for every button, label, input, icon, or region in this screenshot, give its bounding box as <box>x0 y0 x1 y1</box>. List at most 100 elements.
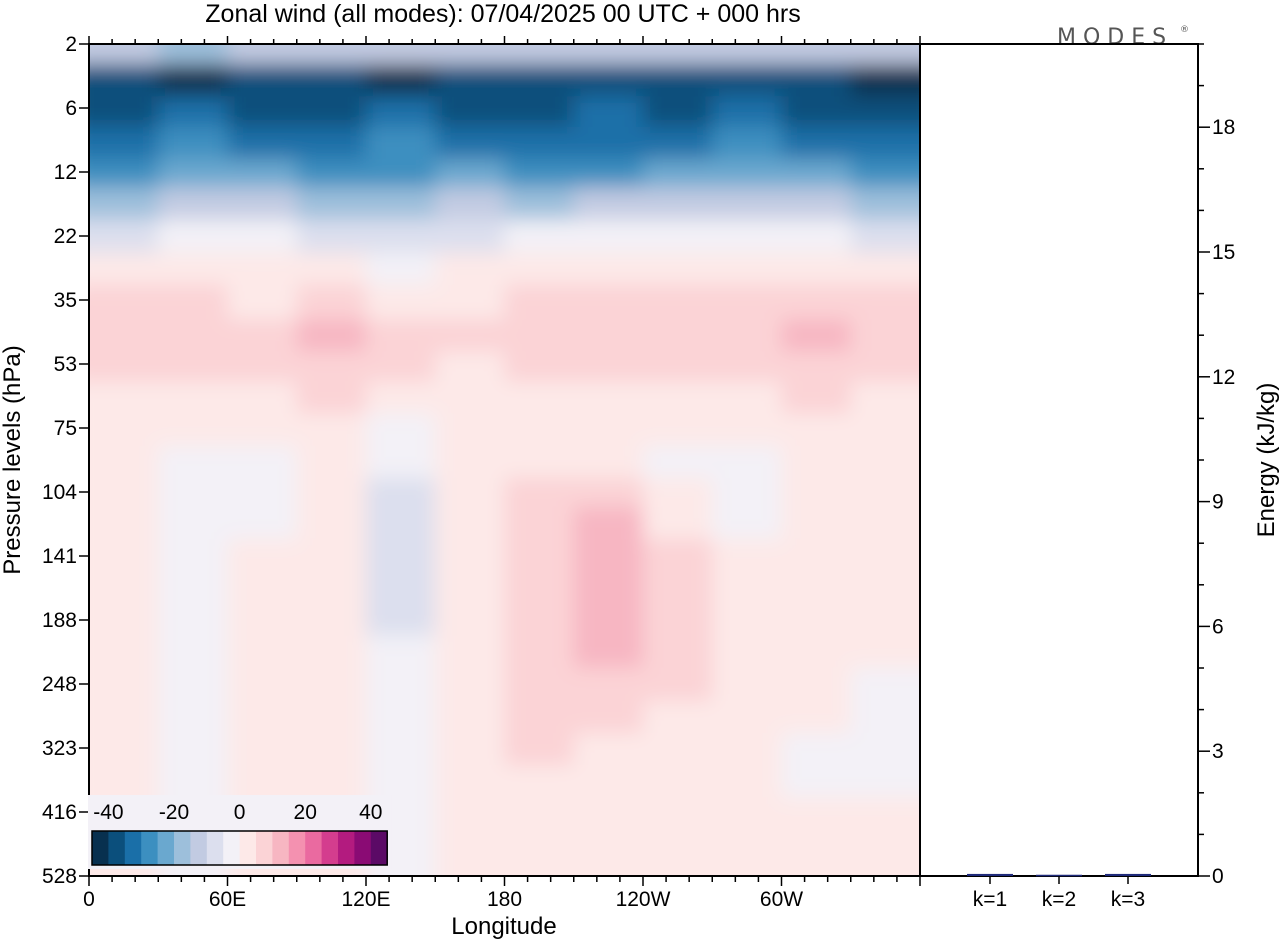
colorbar-swatch <box>206 831 224 865</box>
heatmap-cell <box>89 96 160 128</box>
y-tick-label: 22 <box>54 225 77 248</box>
heatmap-cell <box>158 667 229 702</box>
heatmap-cell <box>573 539 644 572</box>
heatmap-cell <box>366 477 437 509</box>
heatmap-cell <box>643 667 714 702</box>
heatmap-cell <box>89 413 160 447</box>
heatmap-cell <box>850 635 920 669</box>
heatmap-cell <box>850 602 920 637</box>
heatmap-cell <box>504 64 575 98</box>
heatmap-cell <box>850 732 920 767</box>
energy-bar <box>967 873 1013 876</box>
colorbar-swatch <box>157 831 175 865</box>
heatmap-field <box>89 44 920 876</box>
heatmap-cell <box>850 413 920 447</box>
heatmap-cell <box>712 765 783 799</box>
heatmap-cell <box>89 570 160 604</box>
heatmap-cell <box>296 126 367 160</box>
heatmap-cell <box>504 219 575 254</box>
heatmap-cell <box>504 477 575 509</box>
heatmap-cell <box>504 732 575 767</box>
heatmap-cell <box>296 413 367 447</box>
bar-frame <box>919 43 1199 877</box>
colorbar-swatch <box>141 831 159 865</box>
heatmap-cell <box>781 539 852 572</box>
heatmap-cell <box>366 700 437 734</box>
heatmap-cell <box>227 413 298 447</box>
heatmap-cell <box>573 64 644 98</box>
energy-tick-label: 18 <box>1212 116 1235 139</box>
heatmap-cell <box>227 602 298 637</box>
heatmap-cell <box>158 158 229 189</box>
heatmap-cell <box>227 96 298 128</box>
heatmap-cell <box>643 860 714 876</box>
heatmap-cell <box>435 44 506 66</box>
heatmap-cell <box>573 96 644 128</box>
heatmap-cell <box>643 187 714 221</box>
heatmap-cell <box>643 44 714 66</box>
heatmap-cell <box>504 445 575 479</box>
energy-category-label: k=2 <box>1042 888 1076 911</box>
heatmap-cell <box>643 381 714 415</box>
heatmap-cell <box>850 539 920 572</box>
y-tick-label: 141 <box>42 545 77 568</box>
heatmap-cell <box>296 507 367 541</box>
heatmap-cell <box>504 413 575 447</box>
heatmap-cell <box>435 477 506 509</box>
heatmap-cell <box>504 700 575 734</box>
heatmap-cell <box>573 351 644 383</box>
heatmap-cell <box>435 765 506 799</box>
heatmap-cell <box>435 252 506 286</box>
heatmap-cell <box>781 860 852 876</box>
heatmap-cell <box>296 667 367 702</box>
heatmap-cell <box>850 860 920 876</box>
x-axis-label: Longitude <box>451 913 556 940</box>
heatmap-panel <box>88 43 921 877</box>
heatmap-cell <box>712 797 783 830</box>
y-axis-label: Pressure levels (hPa) <box>0 345 26 574</box>
heatmap-cell <box>573 187 644 221</box>
heatmap-cell <box>89 351 160 383</box>
heatmap-cell <box>781 219 852 254</box>
heatmap-cell <box>781 635 852 669</box>
heatmap-cell <box>643 732 714 767</box>
heatmap-cell <box>712 732 783 767</box>
heatmap-cell <box>158 413 229 447</box>
heatmap-cell <box>435 570 506 604</box>
heatmap-cell <box>573 570 644 604</box>
heatmap-cell <box>227 570 298 604</box>
heatmap-cell <box>89 187 160 221</box>
heatmap-cell <box>573 635 644 669</box>
heatmap-cell <box>435 828 506 862</box>
heatmap-cell <box>435 445 506 479</box>
heatmap-cell <box>573 828 644 862</box>
heatmap-cell <box>435 413 506 447</box>
heatmap-cell <box>504 187 575 221</box>
heatmap-cell <box>296 319 367 353</box>
colorbar-swatch <box>223 831 241 865</box>
heatmap-cell <box>712 828 783 862</box>
heatmap-cell <box>712 539 783 572</box>
heatmap-cell <box>850 319 920 353</box>
heatmap-cell <box>573 158 644 189</box>
heatmap-cell <box>712 284 783 321</box>
heatmap-cell <box>227 284 298 321</box>
heatmap-cell <box>573 700 644 734</box>
heatmap-cell <box>296 44 367 66</box>
heatmap-cell <box>643 635 714 669</box>
heatmap-cell <box>435 635 506 669</box>
heatmap-cell <box>573 507 644 541</box>
heatmap-cell <box>781 252 852 286</box>
colorbar-swatch <box>239 831 257 865</box>
x-tick-label: 60E <box>209 888 246 911</box>
y-tick-label: 104 <box>42 481 77 504</box>
heatmap-cell <box>366 539 437 572</box>
heatmap-cell <box>643 413 714 447</box>
colorbar-swatch <box>288 831 306 865</box>
heatmap-cell <box>366 64 437 98</box>
heatmap-cell <box>643 477 714 509</box>
heatmap-cell <box>781 126 852 160</box>
x-tick-label: 180 <box>487 888 522 911</box>
heatmap-cell <box>366 284 437 321</box>
heatmap-cell <box>296 381 367 415</box>
